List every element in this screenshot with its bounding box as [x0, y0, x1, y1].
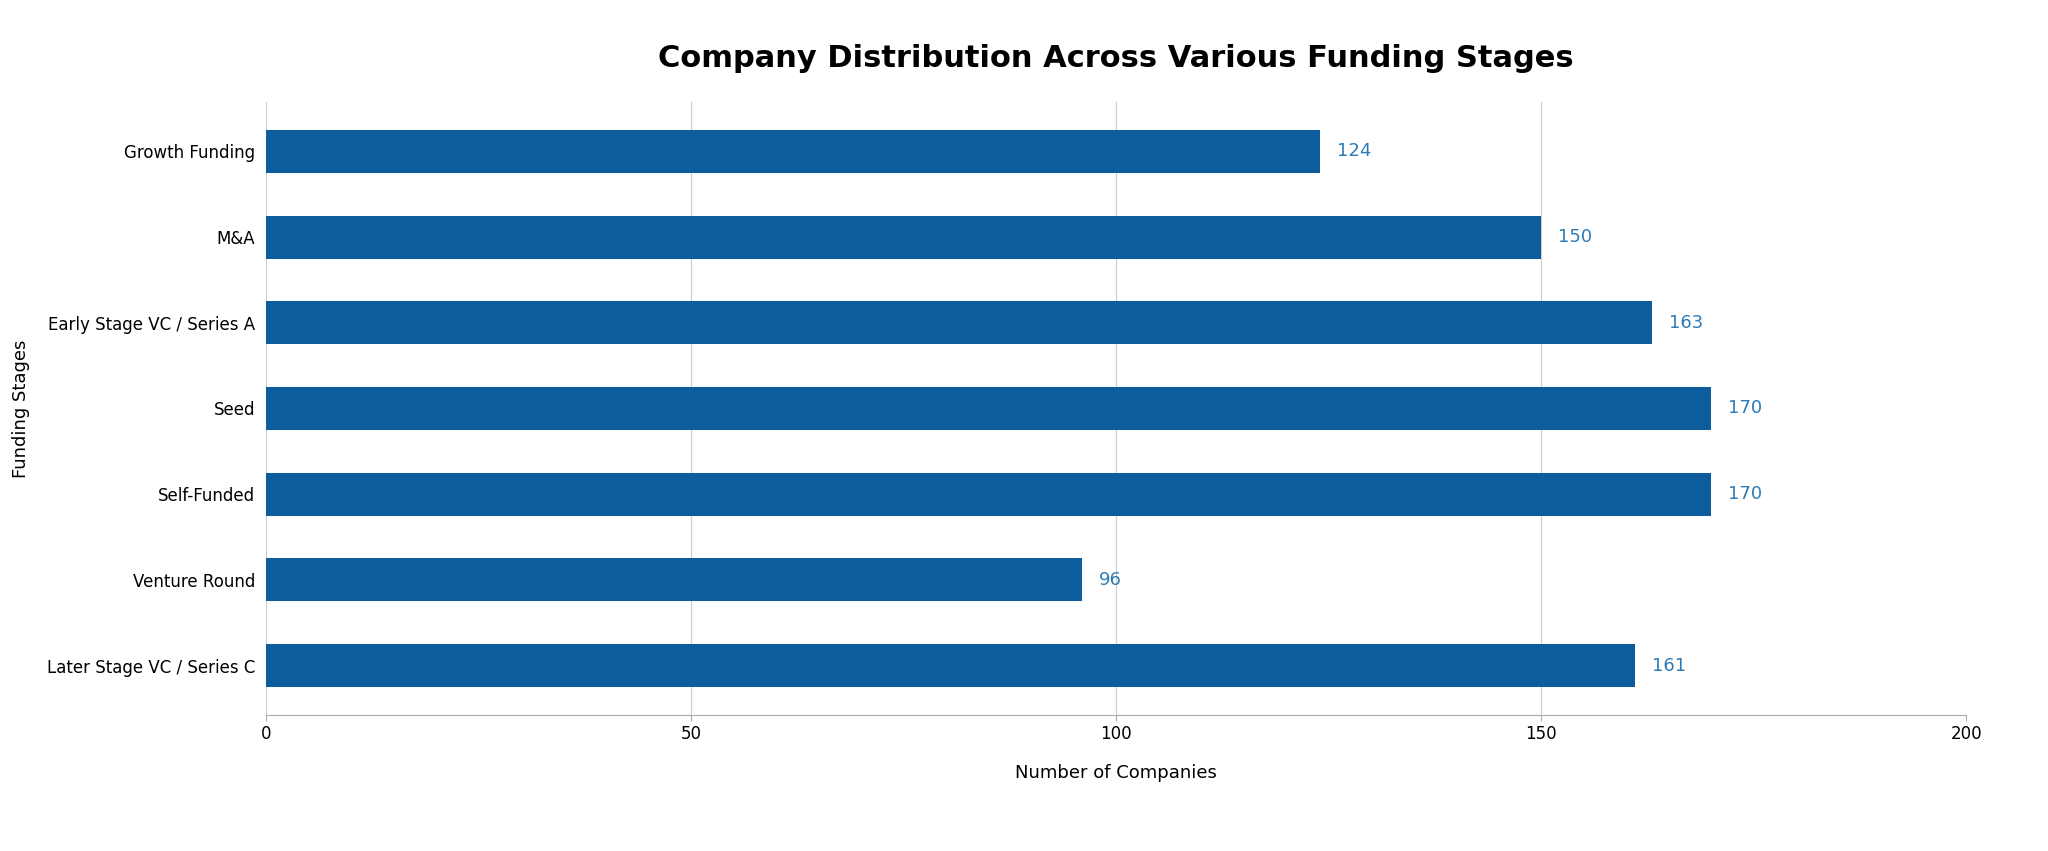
X-axis label: Number of Companies: Number of Companies: [1016, 764, 1217, 782]
Text: 170: 170: [1729, 399, 1761, 418]
Text: 161: 161: [1651, 657, 1686, 675]
Bar: [266, 473, 1712, 516]
Text: 96: 96: [1100, 571, 1122, 589]
Text: 170: 170: [1729, 485, 1761, 503]
Text: 124: 124: [1337, 142, 1372, 160]
Bar: [266, 558, 1081, 602]
Title: Company Distribution Across Various Funding Stages: Company Distribution Across Various Fund…: [657, 44, 1575, 73]
Bar: [266, 301, 1651, 344]
Bar: [266, 215, 1542, 259]
Bar: [266, 387, 1712, 430]
Bar: [266, 644, 1634, 687]
Text: 163: 163: [1669, 314, 1702, 332]
Y-axis label: Funding Stages: Funding Stages: [12, 340, 31, 477]
Text: 150: 150: [1559, 228, 1591, 246]
Bar: [266, 130, 1321, 173]
